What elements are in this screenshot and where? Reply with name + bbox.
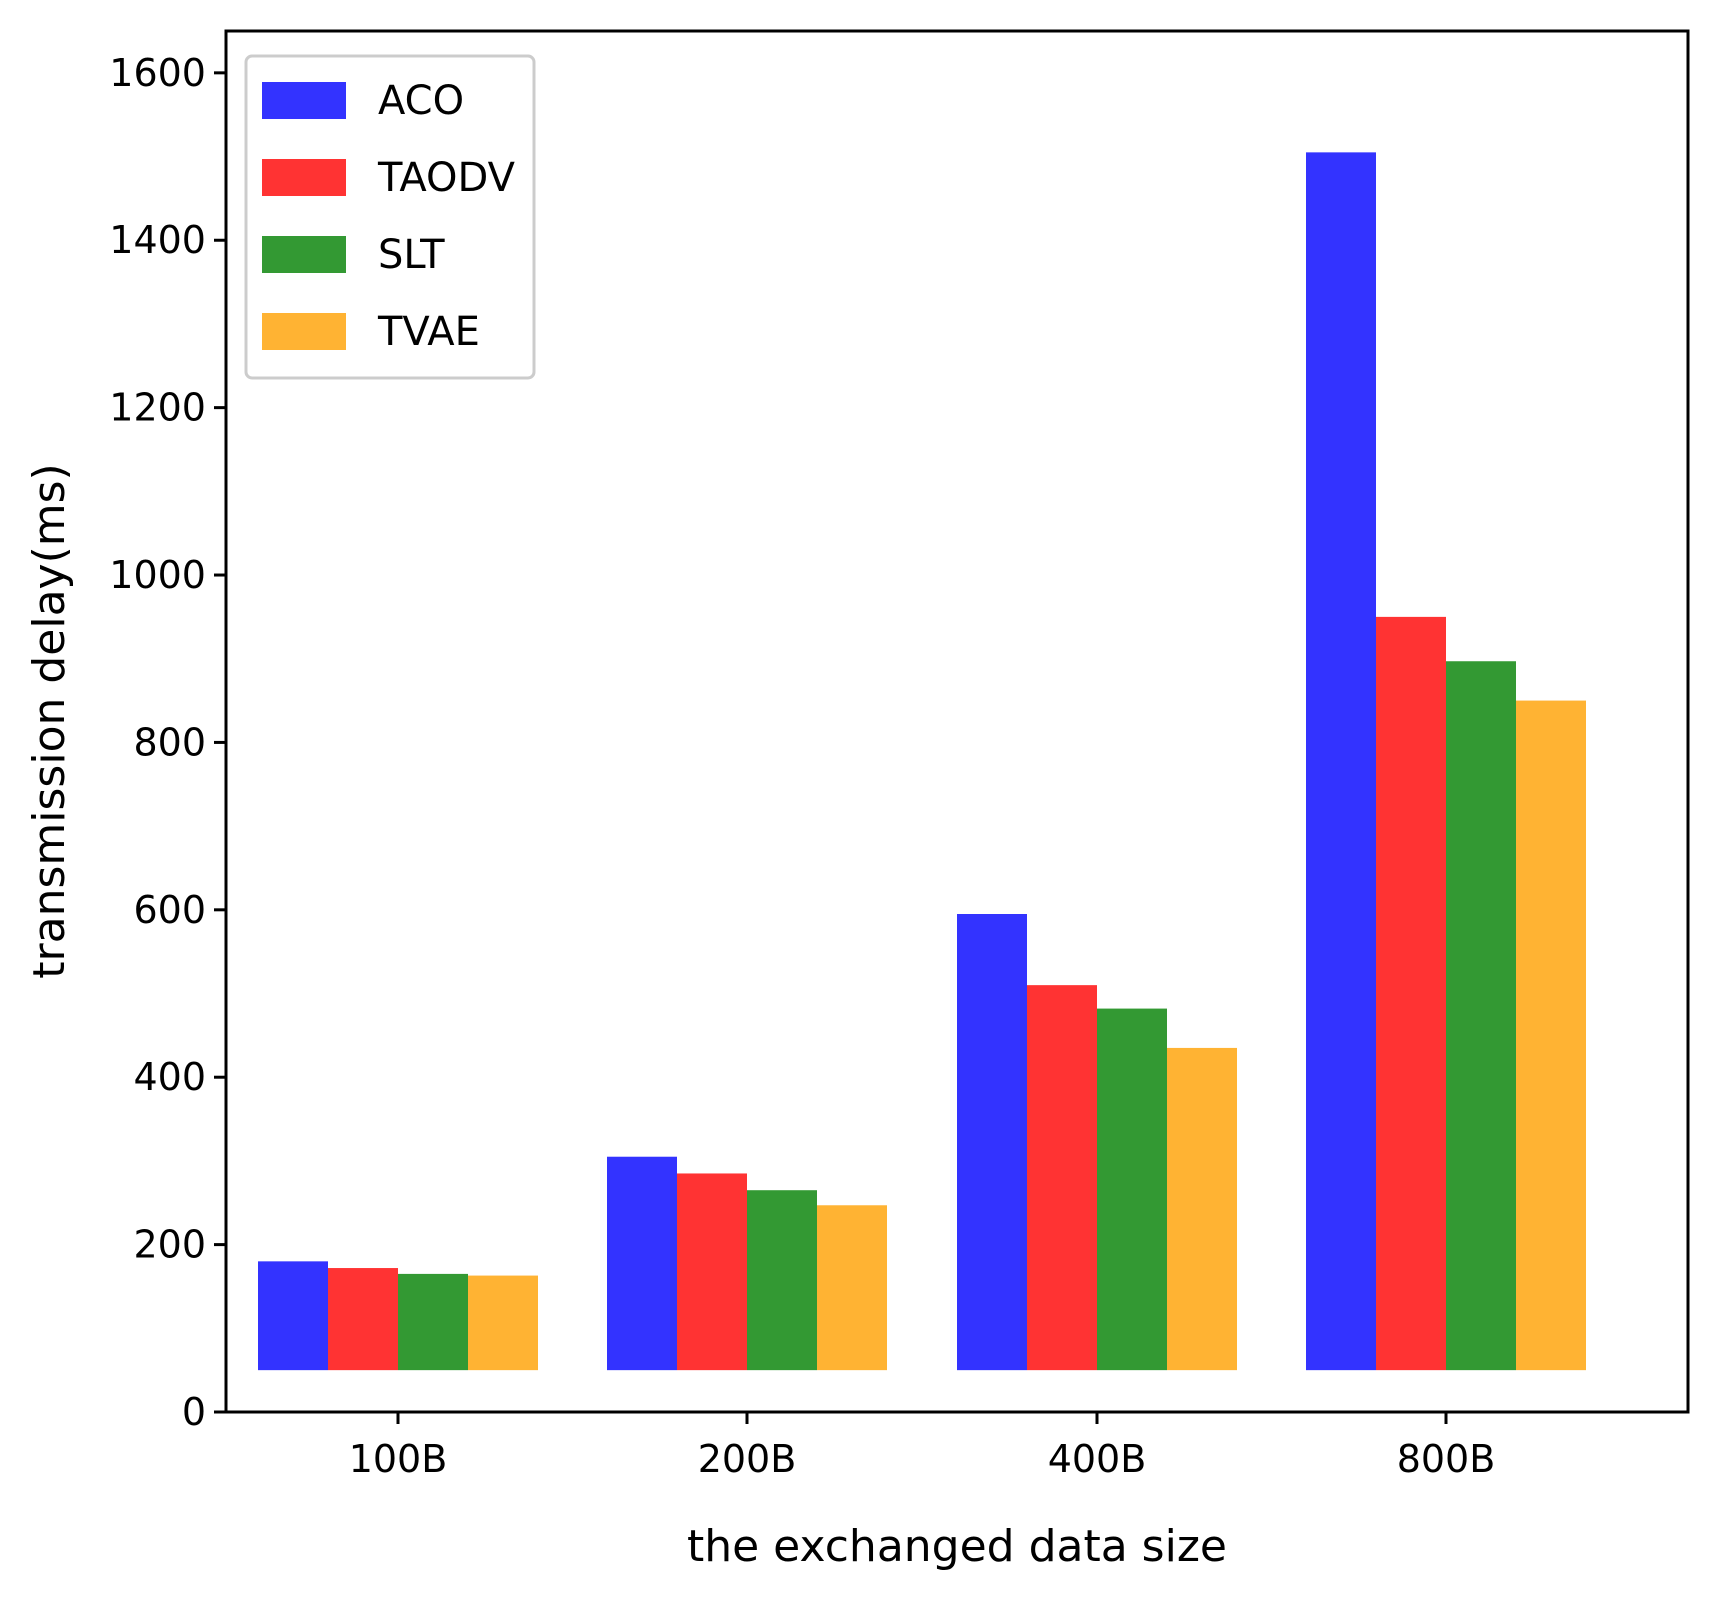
legend-label-tvae: TVAE: [377, 309, 480, 355]
legend-swatch-tvae: [262, 313, 346, 350]
bar-tvae-800b: [1516, 700, 1586, 1371]
y-tick-label: 1600: [109, 51, 206, 95]
bar-taodv-100b: [328, 1268, 398, 1371]
y-axis: 0 200 400 600 800 1000 1200 1400 1600: [109, 51, 226, 1434]
x-tick-label: 200B: [698, 1437, 797, 1481]
legend-swatch-taodv: [262, 159, 346, 196]
y-tick-label: 400: [133, 1055, 206, 1099]
bars-layer: [258, 152, 1586, 1371]
y-tick-label: 800: [133, 720, 206, 764]
bar-aco-200b: [607, 1156, 677, 1371]
y-tick-label: 600: [133, 888, 206, 932]
bar-slt-400b: [1097, 1008, 1167, 1371]
x-tick-label: 800B: [1397, 1437, 1496, 1481]
bar-slt-200b: [747, 1190, 817, 1371]
y-tick-label: 200: [133, 1223, 206, 1267]
legend-box: [244, 54, 536, 380]
legend-label-slt: SLT: [378, 232, 445, 278]
legend-swatch-aco: [262, 82, 346, 119]
bar-tvae-100b: [468, 1275, 538, 1371]
bar-tvae-200b: [817, 1205, 887, 1371]
bar-taodv-400b: [1027, 985, 1097, 1371]
x-tick-label: 400B: [1048, 1437, 1147, 1481]
bar-taodv-200b: [677, 1173, 747, 1371]
bar-aco-400b: [957, 914, 1027, 1371]
y-tick-label: 1200: [109, 386, 206, 430]
legend-label-aco: ACO: [378, 78, 464, 124]
legend-swatch-slt: [262, 236, 346, 273]
x-tick-label: 100B: [349, 1437, 448, 1481]
y-tick-label: 1400: [109, 218, 206, 262]
bar-aco-800b: [1306, 152, 1376, 1371]
bar-aco-100b: [258, 1261, 328, 1371]
y-axis-label: transmission delay(ms): [24, 463, 75, 978]
y-tick-label: 0: [182, 1390, 206, 1434]
plot-frame: [224, 29, 1690, 1414]
legend-label-taodv: TAODV: [377, 155, 516, 201]
x-axis: 100B 200B 400B 800B: [349, 1412, 1496, 1481]
bar-tvae-400b: [1167, 1047, 1237, 1371]
bar-taodv-800b: [1376, 616, 1446, 1371]
legend: ACO TAODV SLT TVAE: [244, 54, 536, 380]
bar-slt-100b: [398, 1273, 468, 1371]
bar-slt-800b: [1446, 661, 1516, 1371]
y-tick-label: 1000: [109, 553, 206, 597]
x-axis-label: the exchanged data size: [687, 1521, 1227, 1572]
